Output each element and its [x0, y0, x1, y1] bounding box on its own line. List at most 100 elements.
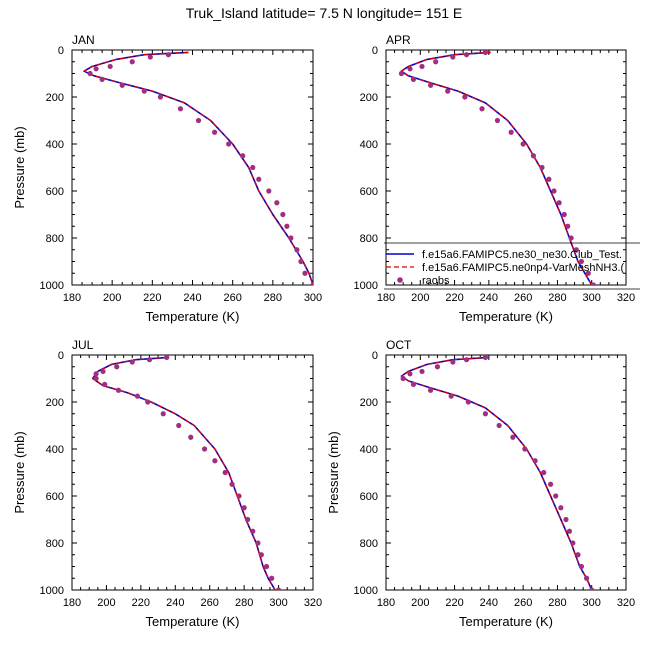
y-axis-label: Pressure (mb): [12, 126, 27, 208]
raobs-point: [226, 141, 232, 147]
raobs-point: [407, 371, 413, 377]
x-tick-label: 280: [548, 597, 566, 609]
y-tick-label: 600: [360, 186, 378, 198]
raobs-point: [445, 88, 451, 94]
series-line-model2: [92, 356, 276, 590]
x-tick-label: 200: [103, 292, 121, 304]
raobs-point: [547, 481, 554, 487]
y-axis-label: Pressure (mb): [326, 431, 341, 513]
raobs-point: [494, 117, 501, 124]
raobs-point: [302, 270, 308, 276]
y-tick-label: 0: [58, 350, 64, 362]
raobs-point: [93, 66, 99, 72]
raobs-point: [100, 368, 106, 375]
x-tick-label: 280: [264, 292, 282, 304]
raobs-point: [256, 176, 262, 182]
raobs-point: [99, 76, 105, 82]
raobs-point: [561, 211, 567, 218]
raobs-point: [240, 153, 246, 159]
y-tick-label: 600: [360, 491, 378, 503]
x-tick-label: 180: [377, 292, 395, 304]
y-tick-label: 0: [58, 45, 64, 57]
raobs-point: [129, 359, 135, 365]
raobs-point: [195, 117, 202, 124]
raobs-point: [145, 399, 151, 405]
raobs-point: [578, 563, 585, 570]
raobs-point: [530, 153, 537, 159]
raobs-point: [410, 381, 417, 387]
y-tick-label: 0: [372, 350, 378, 362]
raobs-point: [129, 59, 135, 65]
x-axis-label: Temperature (K): [146, 614, 240, 629]
y-tick-label: 200: [46, 397, 64, 409]
y-tick-label: 0: [372, 45, 378, 57]
plot-area: [398, 50, 597, 285]
x-tick-label: 240: [183, 292, 201, 304]
x-tick-label: 200: [97, 597, 115, 609]
raobs-point: [479, 106, 485, 112]
raobs-point: [274, 200, 280, 206]
x-tick-label: 220: [445, 292, 463, 304]
raobs-point: [563, 516, 569, 523]
raobs-point: [244, 516, 251, 523]
series-line-model2: [400, 51, 593, 285]
raobs-point: [310, 282, 313, 285]
raobs-point: [284, 223, 290, 229]
y-tick-label: 400: [46, 139, 64, 151]
raobs-point: [520, 141, 526, 147]
raobs-point: [176, 422, 182, 429]
raobs-point: [241, 505, 247, 511]
plot-area: [91, 355, 282, 590]
x-tick-label: 260: [514, 292, 532, 304]
legend-label: f.e15a6.FAMIPC5.ne0np4-VarMeshNH3.(: [422, 262, 625, 274]
raobs-point: [229, 481, 235, 487]
x-tick-label: 260: [201, 597, 219, 609]
raobs-point: [434, 364, 441, 370]
raobs-point: [532, 458, 538, 464]
raobs-point: [87, 70, 93, 77]
series-line-model2: [400, 356, 593, 590]
raobs-point: [102, 381, 108, 387]
raobs-point: [398, 70, 405, 77]
raobs-point: [463, 52, 470, 58]
y-tick-label: 200: [46, 92, 64, 104]
x-tick-label: 300: [269, 597, 287, 609]
raobs-point: [570, 540, 576, 546]
series-line-model2: [83, 51, 313, 285]
raobs-point: [482, 411, 489, 417]
raobs-point: [164, 355, 170, 360]
raobs-point: [93, 375, 99, 382]
x-tick-label: 280: [548, 292, 566, 304]
raobs-point: [280, 211, 286, 218]
raobs-point: [573, 247, 579, 253]
x-tick-label: 300: [583, 597, 601, 609]
y-tick-label: 1000: [354, 280, 378, 292]
raobs-point: [450, 54, 456, 60]
raobs-point: [482, 50, 489, 55]
raobs-point: [275, 587, 282, 590]
y-tick-label: 600: [46, 186, 64, 198]
raobs-point: [114, 364, 120, 370]
raobs-point: [263, 563, 270, 570]
x-tick-label: 240: [480, 597, 498, 609]
y-tick-label: 600: [46, 491, 64, 503]
legend-label: f.e15a6.FAMIPC5.ne30_ne30.Club_Test.: [422, 249, 622, 261]
y-tick-label: 400: [360, 139, 378, 151]
y-tick-label: 400: [46, 444, 64, 456]
raobs-point: [522, 446, 528, 452]
raobs-point: [407, 66, 413, 72]
x-tick-label: 220: [445, 597, 463, 609]
raobs-point: [236, 493, 242, 499]
raobs-point: [400, 375, 406, 382]
plot-frame: [71, 49, 314, 286]
raobs-point: [575, 552, 581, 558]
y-tick-label: 800: [46, 538, 64, 550]
raobs-point: [147, 54, 153, 60]
raobs-point: [419, 368, 425, 375]
raobs-point: [568, 235, 574, 241]
x-tick-label: 180: [377, 597, 395, 609]
raobs-point: [541, 469, 547, 476]
raobs-point: [427, 82, 434, 88]
raobs-point: [510, 434, 516, 440]
